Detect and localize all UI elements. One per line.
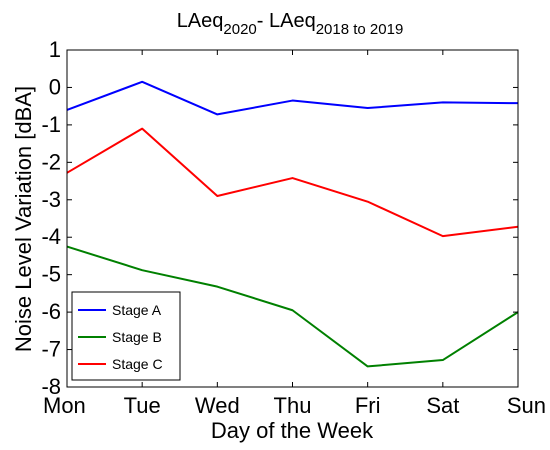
y-axis-title: Noise Level Variation [dBA] [11,86,36,352]
x-tick-labels: Mon Tue Wed Thu Fri Sat Sun [43,393,546,418]
chart-title-sub-1: 2020 [223,21,256,38]
x-tick-label: Sat [426,393,459,418]
ticks-layer [66,49,519,388]
x-axis-title: Day of the Week [211,418,374,443]
y-tick-label: -5 [41,262,61,287]
series-layer [66,80,519,368]
x-tick-label: Tue [124,393,161,418]
chart-title-sub-2: 2018 to 2019 [316,21,404,38]
y-tick-label: -7 [41,337,61,362]
legend: Stage A Stage B Stage C [71,291,181,381]
y-tick-labels: 1 0 -1 -2 -3 -4 -5 -6 -7 -8 [41,37,61,399]
y-tick-label: -1 [41,112,61,137]
y-tick-label: -3 [41,187,61,212]
legend-label-stage-a: Stage A [112,302,162,318]
legend-label-stage-c: Stage C [112,356,163,372]
series-line-stage-c [66,127,519,238]
y-tick-label: 1 [49,37,61,62]
y-tick-label: -4 [41,224,61,249]
legend-items: Stage A Stage B Stage C [78,302,163,372]
y-tick-label: -6 [41,299,61,324]
x-tick-label: Wed [195,393,240,418]
chart-title-main-2: - LAeq [257,10,316,32]
series-line-stage-a [66,80,519,116]
chart-title-main-1: LAeq [177,10,224,32]
y-tick-label: -2 [41,149,61,174]
y-tick-label: 0 [49,74,61,99]
y-tick-label: -8 [41,374,61,399]
chart-title: LAeq2020- LAeq2018 to 2019 [177,10,404,38]
legend-label-stage-b: Stage B [112,329,162,345]
x-tick-label: Mon [43,393,86,418]
series-line-stage-b [66,245,519,368]
x-tick-label: Sun [507,393,546,418]
x-tick-label: Fri [355,393,381,418]
x-tick-label: Thu [274,393,312,418]
